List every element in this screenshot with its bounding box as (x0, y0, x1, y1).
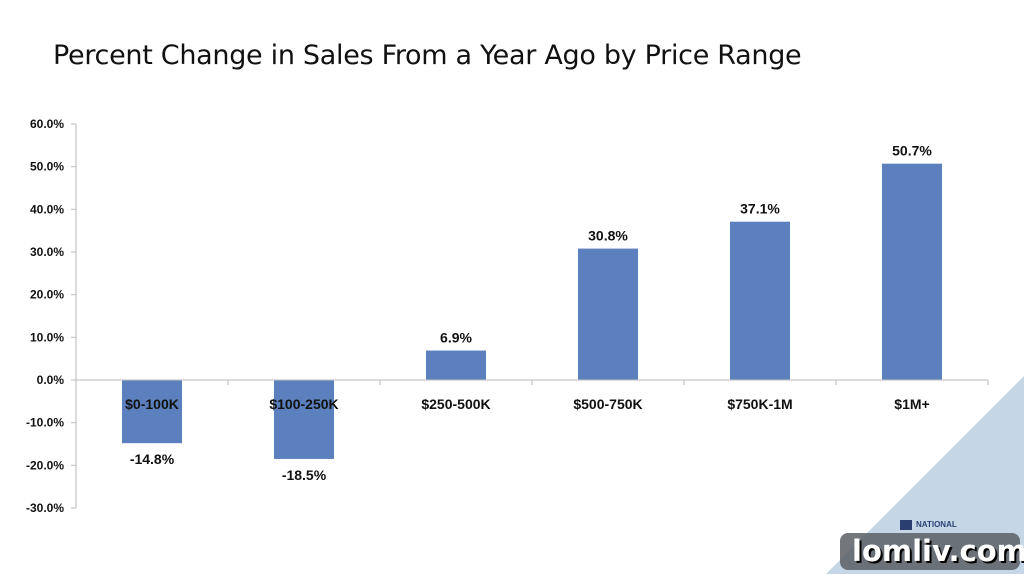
x-tick-label: $500-750K (573, 396, 642, 412)
y-tick-label: 50.0% (30, 160, 64, 174)
x-tick-label: $0-100K (125, 396, 179, 412)
y-tick-label: 60.0% (30, 117, 64, 131)
data-label: -14.8% (130, 451, 175, 467)
y-tick-label: 30.0% (30, 245, 64, 259)
corner-decoration (826, 376, 1024, 574)
watermark: lomliv.com (840, 533, 1024, 570)
bar (578, 248, 638, 380)
data-label: 6.9% (440, 330, 472, 346)
data-label: 30.8% (588, 228, 628, 244)
watermark-text: lomliv.com (852, 534, 1024, 568)
y-tick-label: 0.0% (37, 373, 65, 387)
bar (882, 163, 942, 380)
y-tick-label: 10.0% (30, 330, 64, 344)
x-tick-label: $100-250K (269, 396, 338, 412)
x-tick-label: $250-500K (421, 396, 490, 412)
y-tick-label: 20.0% (30, 288, 64, 302)
bar (122, 380, 182, 444)
bar (426, 350, 486, 380)
logo: NATIONAL (900, 519, 957, 531)
y-tick-label: -20.0% (26, 458, 64, 472)
data-label: 37.1% (740, 201, 780, 217)
y-tick-label: 40.0% (30, 202, 64, 216)
bar (274, 380, 334, 459)
x-tick-label: $750K-1M (727, 396, 792, 412)
chart-title: Percent Change in Sales From a Year Ago … (53, 40, 802, 71)
y-tick-label: -10.0% (26, 416, 64, 430)
y-tick-label: -30.0% (26, 501, 64, 515)
bar (730, 221, 790, 380)
data-label: -18.5% (282, 467, 327, 483)
data-label: 50.7% (892, 143, 932, 159)
x-tick-label: $1M+ (894, 396, 929, 412)
